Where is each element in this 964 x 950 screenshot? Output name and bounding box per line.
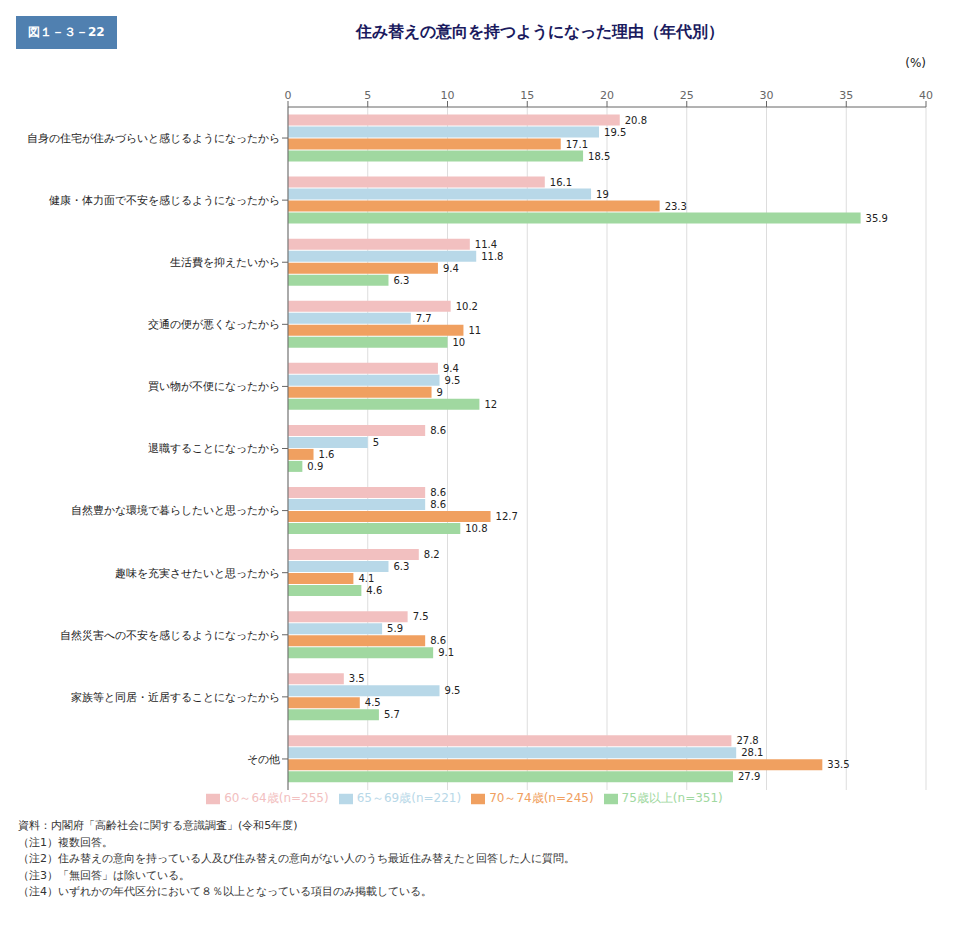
svg-text:4.5: 4.5 <box>365 697 381 708</box>
svg-text:8.6: 8.6 <box>430 487 446 498</box>
svg-text:4.1: 4.1 <box>358 573 374 584</box>
svg-text:5: 5 <box>364 89 371 102</box>
svg-text:27.8: 27.8 <box>736 735 758 746</box>
svg-text:8.6: 8.6 <box>430 635 446 646</box>
svg-text:家族等と同居・近居することになったから: 家族等と同居・近居することになったから <box>71 691 280 704</box>
svg-text:9.4: 9.4 <box>443 263 459 274</box>
svg-text:退職することになったから: 退職することになったから <box>148 442 280 455</box>
svg-text:40: 40 <box>919 89 933 102</box>
html-text:（注1）複数回答。: （注1）複数回答。 <box>18 835 113 849</box>
svg-text:生活費を抑えたいから: 生活費を抑えたいから <box>170 256 280 269</box>
svg-text:25: 25 <box>680 89 694 102</box>
svg-text:20: 20 <box>600 89 614 102</box>
svg-text:5.9: 5.9 <box>387 623 403 634</box>
svg-text:9.4: 9.4 <box>443 363 459 374</box>
svg-text:3.5: 3.5 <box>349 673 365 684</box>
svg-text:11.8: 11.8 <box>481 251 503 262</box>
svg-text:自身の住宅が住みづらいと感じるようになったから: 自身の住宅が住みづらいと感じるようになったから <box>27 132 280 145</box>
svg-text:0: 0 <box>285 89 292 102</box>
html-text:75歳以上(n=351): 75歳以上(n=351) <box>621 791 723 805</box>
svg-text:5: 5 <box>373 437 379 448</box>
svg-text:10: 10 <box>441 89 455 102</box>
html-text:65～69歳(n=221): 65～69歳(n=221) <box>356 791 462 805</box>
svg-text:6.3: 6.3 <box>393 275 409 286</box>
svg-text:9.5: 9.5 <box>445 375 461 386</box>
svg-text:11: 11 <box>468 325 481 336</box>
svg-text:30: 30 <box>760 89 774 102</box>
html-text:（注3）「無回答」は除いている。: （注3）「無回答」は除いている。 <box>18 868 190 882</box>
svg-text:9: 9 <box>437 387 443 398</box>
svg-text:健康・体力面で不安を感じるようになったから: 健康・体力面で不安を感じるようになったから <box>49 194 280 207</box>
svg-text:12.7: 12.7 <box>496 511 518 522</box>
svg-text:27.9: 27.9 <box>738 771 760 782</box>
svg-text:10.8: 10.8 <box>465 523 487 534</box>
svg-text:35.9: 35.9 <box>866 213 888 224</box>
svg-text:12: 12 <box>484 399 497 410</box>
svg-text:10.2: 10.2 <box>456 301 478 312</box>
svg-text:33.5: 33.5 <box>827 759 849 770</box>
html-text:住み替えの意向を持つようになった理由（年代別）: 住み替えの意向を持つようになった理由（年代別） <box>356 21 725 41</box>
svg-text:23.3: 23.3 <box>665 201 687 212</box>
svg-text:18.5: 18.5 <box>588 151 610 162</box>
svg-text:28.1: 28.1 <box>741 747 763 758</box>
svg-text:買い物が不便になったから: 買い物が不便になったから <box>148 380 280 393</box>
html-text:（注4）いずれかの年代区分において８％以上となっている項目の: （注4）いずれかの年代区分において８％以上となっている項目のみ掲載している。 <box>18 885 432 898</box>
svg-text:趣味を充実させたいと思ったから: 趣味を充実させたいと思ったから <box>115 567 280 580</box>
svg-text:1.6: 1.6 <box>319 449 335 460</box>
svg-text:19.5: 19.5 <box>604 127 626 138</box>
svg-text:自然豊かな環境で暮らしたいと思ったから: 自然豊かな環境で暮らしたいと思ったから <box>71 504 280 517</box>
svg-text:9.1: 9.1 <box>438 647 454 658</box>
html-text:（注2）住み替えの意向を持っている人及び住み替えの意向がない: （注2）住み替えの意向を持っている人及び住み替えの意向がない人のうち最近住み替え… <box>18 852 575 865</box>
svg-text:交通の便が悪くなったから: 交通の便が悪くなったから <box>148 318 280 331</box>
svg-text:16.1: 16.1 <box>550 177 572 188</box>
svg-text:10: 10 <box>453 337 466 348</box>
html-text:図１－３－22: 図１－３－22 <box>28 24 105 39</box>
svg-text:35: 35 <box>839 89 853 102</box>
svg-text:8.6: 8.6 <box>430 425 446 436</box>
html-text:資料：内閣府「高齢社会に関する意識調査」(令和5年度): 資料：内閣府「高齢社会に関する意識調査」(令和5年度) <box>18 819 298 832</box>
svg-text:6.3: 6.3 <box>393 561 409 572</box>
svg-text:7.7: 7.7 <box>416 313 432 324</box>
svg-text:7.5: 7.5 <box>413 611 429 622</box>
html-text:70～74歳(n=245): 70～74歳(n=245) <box>489 791 594 805</box>
svg-text:その他: その他 <box>247 753 280 766</box>
svg-text:15: 15 <box>520 89 534 102</box>
svg-text:5.7: 5.7 <box>384 709 400 720</box>
svg-text:9.5: 9.5 <box>445 685 461 696</box>
svg-text:19: 19 <box>596 189 609 200</box>
svg-text:8.6: 8.6 <box>430 499 446 510</box>
svg-text:0.9: 0.9 <box>307 461 323 472</box>
svg-text:17.1: 17.1 <box>566 139 588 150</box>
svg-text:自然災害への不安を感じるようになったから: 自然災害への不安を感じるようになったから <box>60 629 280 642</box>
svg-text:4.6: 4.6 <box>366 585 382 596</box>
svg-text:11.4: 11.4 <box>475 239 497 250</box>
svg-text:8.2: 8.2 <box>424 549 440 560</box>
html-text:60～64歳(n=255): 60～64歳(n=255) <box>224 791 329 805</box>
svg-text:20.8: 20.8 <box>625 115 647 126</box>
